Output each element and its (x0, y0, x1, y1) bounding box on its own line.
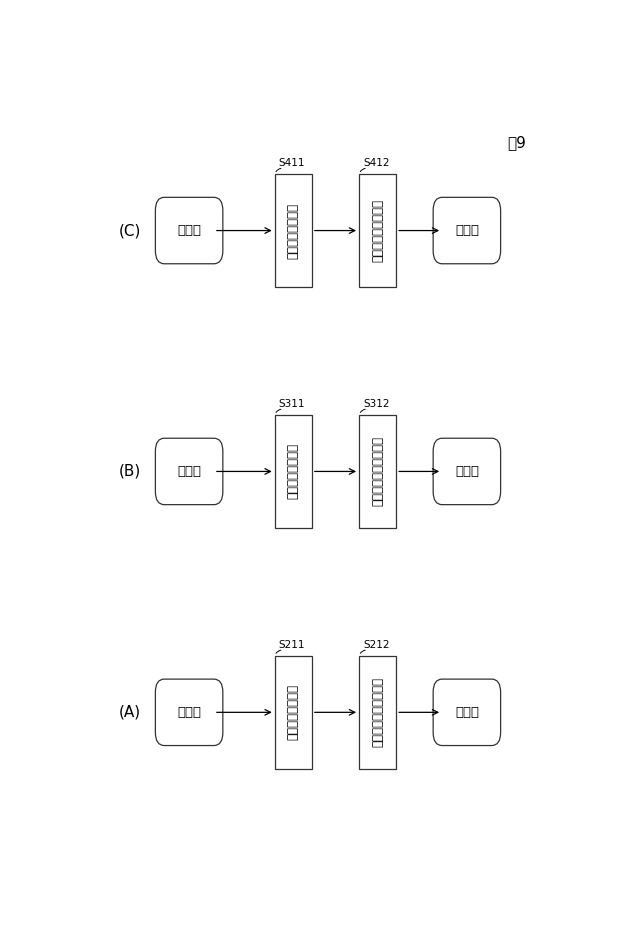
Text: 透かし付関数鍵を出力: 透かし付関数鍵を出力 (371, 677, 384, 747)
FancyBboxPatch shape (359, 415, 396, 528)
Text: S312: S312 (363, 399, 390, 409)
FancyBboxPatch shape (156, 438, 223, 504)
Text: (B): (B) (118, 464, 141, 479)
FancyBboxPatch shape (359, 174, 396, 287)
Text: S211: S211 (278, 640, 305, 650)
FancyBboxPatch shape (433, 197, 500, 264)
Text: はじめ: はじめ (177, 706, 201, 719)
Text: はじめ: はじめ (177, 224, 201, 237)
Text: おわり: おわり (455, 224, 479, 237)
Text: S311: S311 (278, 399, 305, 409)
Text: S411: S411 (278, 158, 305, 168)
Text: (C): (C) (118, 223, 141, 238)
Text: おわり: おわり (455, 465, 479, 478)
FancyBboxPatch shape (275, 656, 312, 769)
Text: 図9: 図9 (507, 136, 526, 151)
FancyBboxPatch shape (156, 679, 223, 745)
FancyBboxPatch shape (433, 438, 500, 504)
Text: おわり: おわり (455, 706, 479, 719)
Text: 電子透かしを埋込: 電子透かしを埋込 (287, 684, 300, 740)
FancyBboxPatch shape (156, 197, 223, 264)
Text: 電子透かしを検出: 電子透かしを検出 (287, 444, 300, 500)
Text: S412: S412 (363, 158, 390, 168)
FancyBboxPatch shape (275, 415, 312, 528)
FancyBboxPatch shape (275, 174, 312, 287)
FancyBboxPatch shape (359, 656, 396, 769)
Text: (A): (A) (118, 704, 141, 720)
Text: 電子透かしを除去: 電子透かしを除去 (287, 203, 300, 259)
Text: はじめ: はじめ (177, 465, 201, 478)
Text: S212: S212 (363, 640, 390, 650)
Text: 除去済関数鍵を出力: 除去済関数鍵を出力 (371, 199, 384, 262)
Text: 透かし検出結果を出力: 透かし検出結果を出力 (371, 436, 384, 506)
FancyBboxPatch shape (433, 679, 500, 745)
